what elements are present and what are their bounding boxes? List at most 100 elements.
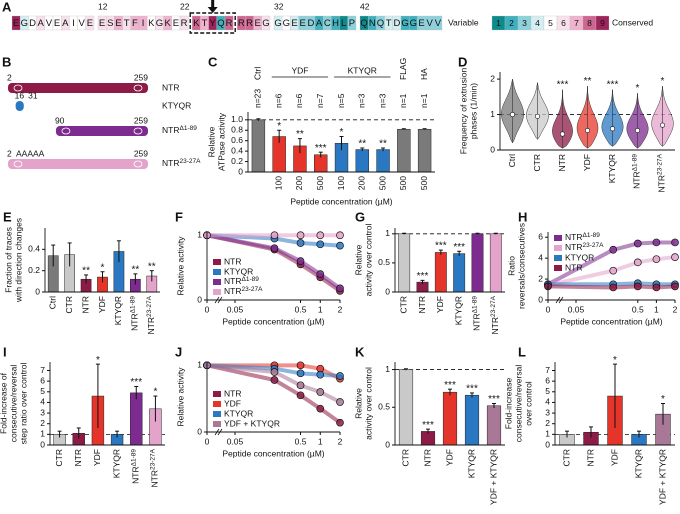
point [336, 372, 344, 380]
x-tick-label: 0.5 [295, 436, 307, 446]
x-tick-label: YDF [97, 296, 107, 313]
residue-box [85, 15, 95, 31]
residue: A [316, 18, 323, 29]
group-label: FLAG [398, 58, 408, 80]
x-tick-label: CTR [398, 296, 408, 313]
residue: G [274, 18, 281, 29]
residue-box [224, 15, 234, 31]
construct-end: 259 [134, 148, 148, 158]
residue: G [21, 18, 28, 29]
domain-mark [133, 160, 143, 168]
x-tick-label: NTR23-27A [656, 153, 667, 192]
y-tick-label: 1 [545, 429, 550, 439]
x-axis-label: Peptide concentration (µM) [290, 196, 392, 206]
point [652, 283, 661, 292]
point [316, 370, 325, 379]
group-label: YDF [291, 65, 308, 75]
x-tick-label: NTR [557, 154, 567, 171]
point [336, 241, 344, 250]
x-tick-label: 0 [205, 436, 210, 446]
scale-box [595, 15, 610, 31]
panel-label: L [518, 344, 526, 359]
x-tick-label: 100 [336, 176, 346, 190]
legend-label: KTYQR [224, 408, 253, 418]
point [296, 239, 305, 247]
y-axis-label: over control [523, 381, 533, 426]
scale-label: Variable [448, 17, 479, 27]
y-tick-label: 1 [197, 360, 202, 370]
y-tick-label: 2 [490, 73, 495, 83]
construct-bar [8, 83, 148, 93]
x-tick-label: NTR [585, 449, 595, 466]
construct-start: 16 [15, 90, 25, 100]
y-tick-label: 2 [538, 273, 543, 283]
residue: D [307, 18, 314, 29]
construct-start: 90 [55, 115, 65, 125]
residue: H [332, 18, 339, 29]
domain-mark [133, 84, 143, 92]
x-tick-label: CTR [64, 296, 74, 313]
y-tick-label: 0.4 [231, 145, 243, 155]
point [270, 244, 279, 253]
x-tick-label: KTYQR [113, 296, 123, 325]
x-tick-label: NTR [73, 449, 83, 466]
x-tick-label: 200 [294, 176, 304, 190]
n-label: n=3 [377, 93, 387, 108]
significance: *** [607, 79, 619, 90]
significance: *** [130, 377, 142, 388]
legend-label: NTR [565, 262, 582, 272]
median [634, 128, 640, 134]
residue: L [341, 18, 346, 29]
x-tick-label: 0.5 [632, 304, 644, 314]
residue: Q [377, 18, 384, 29]
point [633, 239, 642, 248]
point [633, 282, 642, 291]
construct-bar [55, 126, 148, 136]
residue: D [29, 18, 36, 29]
y-tick-label: 5 [40, 386, 45, 396]
residue: E [115, 18, 121, 29]
point [336, 418, 344, 427]
significance: * [661, 76, 665, 87]
group-label: Ctrl [253, 67, 263, 80]
y-tick-label: 0.4 [28, 244, 40, 254]
residue: E [291, 18, 297, 29]
x-tick-label: YDF [609, 449, 619, 466]
point [609, 266, 618, 275]
residue: F [132, 18, 138, 29]
significance: ** [148, 261, 156, 272]
y-tick-label: 6 [538, 231, 543, 241]
bar [489, 233, 502, 293]
x-tick-label: Ctrl [507, 154, 517, 167]
x-tick-label: 0.05 [227, 304, 244, 314]
x-tick-label: 1 [318, 436, 323, 446]
bar [464, 394, 480, 446]
x-tick-label: 0 [205, 304, 210, 314]
legend-label: YDF [224, 398, 241, 408]
bar [398, 369, 414, 446]
point [270, 231, 279, 240]
motif-bracket [189, 12, 236, 34]
point [609, 245, 618, 254]
bar [417, 128, 432, 173]
scale-grade: 4 [535, 18, 540, 28]
residue: Q [217, 18, 224, 29]
residue: E [13, 18, 19, 29]
significance: * [613, 355, 617, 366]
residue: N [369, 18, 376, 29]
significance: * [661, 394, 665, 405]
bar [376, 149, 390, 173]
residue: E [418, 18, 424, 29]
y-axis-label: Fold-increase of [0, 372, 8, 434]
construct-name: NTRΔ1-89 [162, 125, 197, 136]
y-axis-label: ATPase activity [216, 112, 226, 171]
bar [486, 405, 502, 446]
residue: G [262, 18, 269, 29]
y-tick-label: 1 [385, 228, 390, 238]
x-tick-label: KTYQR [453, 296, 463, 325]
significance: *** [466, 384, 478, 395]
bar [453, 253, 466, 293]
x-tick-label: 500 [419, 176, 429, 190]
y-tick-label: 0.2 [231, 156, 243, 166]
